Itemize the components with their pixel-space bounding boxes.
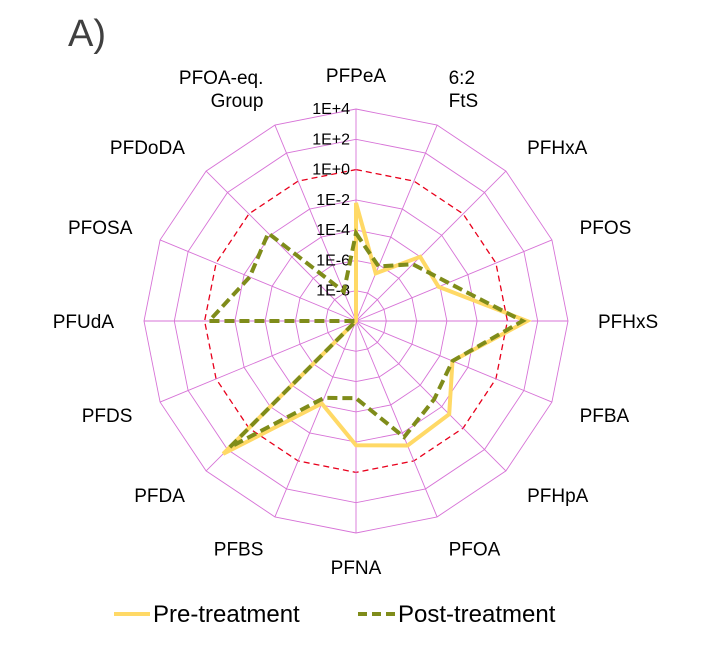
category-label-6-2-fts: 6:2 FtS [449,68,479,112]
legend-label-post-treatment: Post-treatment [398,601,556,628]
category-labels: PFPeA 6:2 FtS PFHxA PFOS PFHxS PFBA PFHpA PFOA PF… [53,66,658,579]
category-label-pfbs: PFBS [214,539,264,560]
category-label-pfosa: PFOSA [68,218,133,239]
legend-label-pre-treatment: Pre-treatment [153,601,300,628]
category-label-pfhxa: PFHxA [527,138,588,159]
category-label-pfba: PFBA [580,406,630,427]
series-line-pre-treatment [221,202,532,456]
category-label-pfda: PFDA [134,486,185,507]
category-label-pfuda: PFUdA [53,312,115,333]
category-label-pfoa-eq-group: PFOA-eq. Group [179,68,263,112]
category-label-pfdoda: PFDoDA [110,138,185,159]
radar-grid [143,108,569,534]
radial-tick-label: 1E-8 [316,283,350,300]
radial-tick-label: 1E-4 [316,222,350,239]
category-label-pfhxs: PFHxS [598,312,658,333]
category-label-pfna: PFNA [331,558,382,579]
radial-tick-labels: 1E-8 1E-6 1E-4 1E-2 1E+0 1E+2 1E+4 [312,101,350,300]
category-label-pfpea: PFPeA [326,66,387,87]
series-lines [204,202,532,456]
radial-tick-label: 1E+2 [312,131,350,148]
legend: Pre-treatment Post-treatment [114,601,556,628]
grid-spoke [355,239,553,322]
panel-label: A) [68,13,106,55]
category-label-pfhpa: PFHpA [527,486,589,507]
grid-spoke [205,170,357,322]
radial-tick-label: 1E+4 [312,101,350,118]
grid-spoke [159,239,357,322]
grid-spoke [355,320,507,472]
grid-spoke [355,124,438,322]
category-label-pfos: PFOS [580,218,632,239]
radial-tick-label: 1E+0 [312,162,350,179]
radial-tick-label: 1E-6 [316,252,350,269]
category-label-pfoa: PFOA [449,539,501,560]
grid-spoke [355,170,507,322]
radial-tick-label: 1E-2 [316,192,350,209]
category-label-pfds: PFDS [82,406,133,427]
grid-spoke [355,320,438,518]
series-line-post-treatment [204,228,527,450]
grid-spoke [274,320,357,518]
grid-spoke [159,320,357,403]
